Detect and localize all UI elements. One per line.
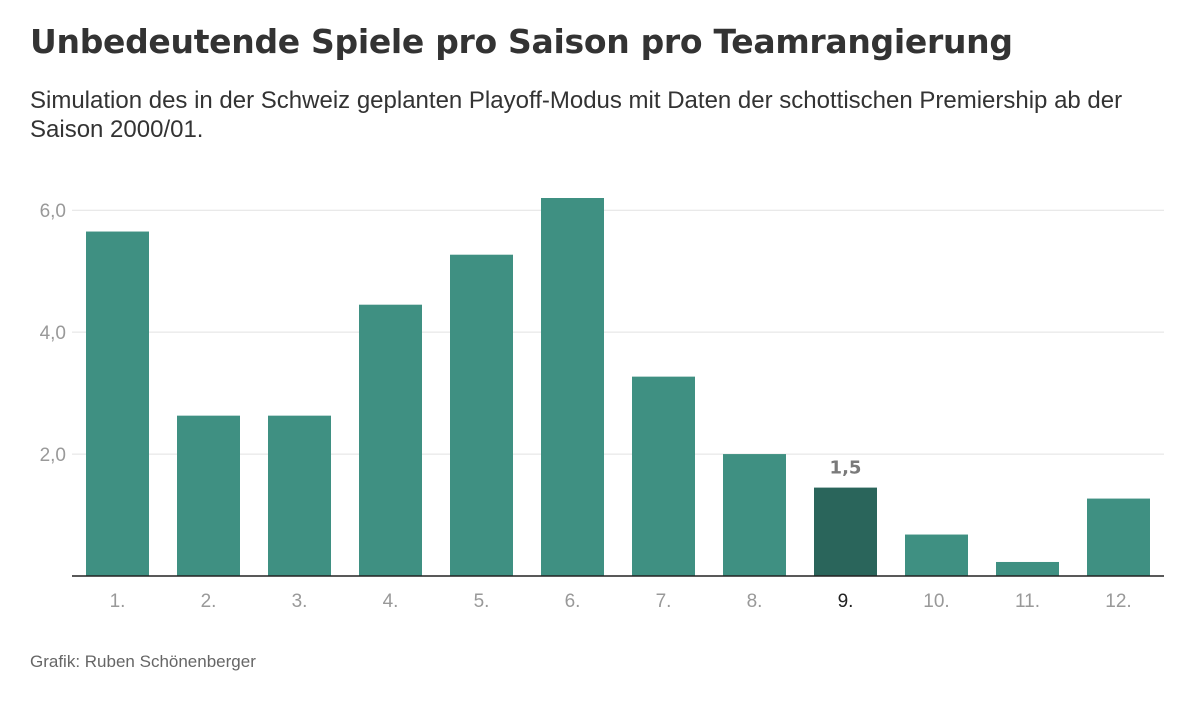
bar-3 (268, 415, 331, 576)
y-tick-label: 4,0 (40, 323, 66, 344)
x-tick-label: 9. (838, 591, 854, 612)
y-axis-labels: 6,0 4,0 2,0 (40, 201, 66, 466)
x-tick-label: 3. (292, 591, 308, 612)
bar-9 (814, 487, 877, 576)
chart-subtitle: Simulation des in der Schweiz geplanten … (30, 87, 1123, 143)
x-tick-label: 7. (656, 591, 672, 612)
x-tick-label: 2. (201, 591, 217, 612)
x-tick-label: 1. (110, 591, 126, 612)
x-tick-label: 12. (1105, 591, 1131, 612)
x-tick-label: 4. (383, 591, 399, 612)
bar-12 (1087, 498, 1150, 576)
data-label-highlight: 1,5 (830, 458, 862, 479)
bars (86, 198, 1150, 576)
bar-4 (359, 304, 422, 576)
y-tick-label: 2,0 (40, 445, 66, 466)
gridlines (72, 209, 1164, 455)
y-tick-label: 6,0 (40, 201, 66, 222)
bar-10 (905, 534, 968, 576)
x-tick-label: 8. (747, 591, 763, 612)
bar-5 (450, 254, 513, 576)
bar-8 (723, 454, 786, 576)
chart-title: Unbedeutende Spiele pro Saison pro Teamr… (30, 22, 1013, 61)
bar-1 (86, 231, 149, 576)
x-tick-label: 5. (474, 591, 490, 612)
source-credit: Grafik: Ruben Schönenberger (30, 652, 256, 671)
bar-2 (177, 415, 240, 576)
bar-6 (541, 198, 604, 576)
data-labels: 1,5 (830, 458, 862, 479)
x-axis-labels: 1. 2. 3. 4. 5. 6. 7. 8. 9. 10. 11. 12. (110, 591, 1132, 612)
bar-11 (996, 561, 1059, 576)
x-tick-label: 6. (565, 591, 581, 612)
x-tick-label: 11. (1015, 591, 1040, 612)
bar-7 (632, 376, 695, 576)
x-tick-label: 10. (923, 591, 949, 612)
